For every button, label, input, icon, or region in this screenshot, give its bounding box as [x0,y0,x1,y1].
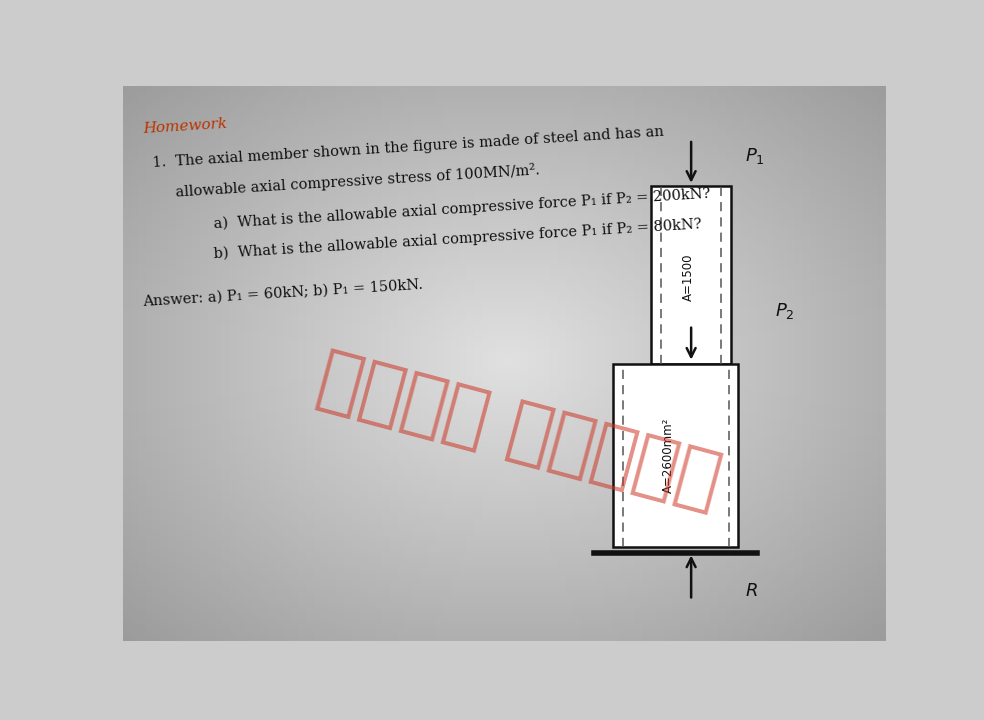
Text: allowable axial compressive stress of 100MN/m².: allowable axial compressive stress of 10… [152,163,540,201]
Text: $P_2$: $P_2$ [775,301,795,321]
Bar [651,186,731,364]
Bar [613,364,738,546]
Text: 1.  The axial member shown in the figure is made of steel and has an: 1. The axial member shown in the figure … [152,125,664,170]
Text: $P_1$: $P_1$ [745,145,765,166]
Text: A=2600mm²: A=2600mm² [662,418,675,492]
Text: A=1500: A=1500 [682,254,696,302]
Text: $R$: $R$ [745,582,758,600]
Text: Homework: Homework [142,117,227,136]
Text: اتية الغدد: اتية الغدد [311,343,728,518]
Text: b)  What is the allowable axial compressive force P₁ if P₂ = 80kN?: b) What is the allowable axial compressi… [167,217,703,264]
Text: a)  What is the allowable axial compressive force P₁ if P₂ = 200kN?: a) What is the allowable axial compressi… [167,186,711,234]
Text: Answer: a) P₁ = 60kN; b) P₁ = 150kN.: Answer: a) P₁ = 60kN; b) P₁ = 150kN. [142,277,423,308]
